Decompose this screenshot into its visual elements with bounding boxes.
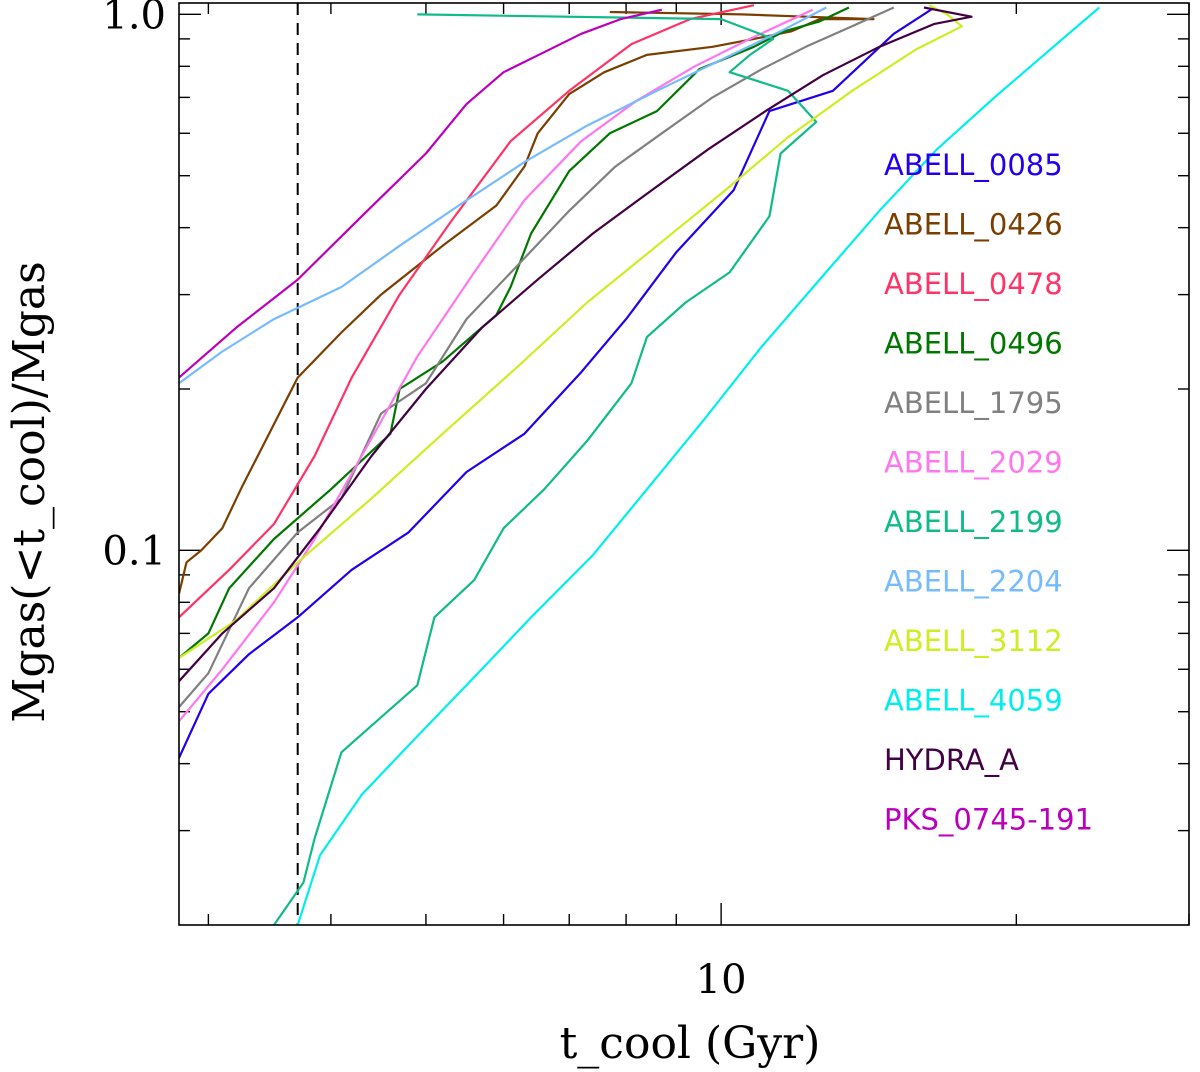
series-line-abell-0426 bbox=[179, 10, 875, 594]
series-line-abell-0478 bbox=[179, 4, 755, 619]
legend-entry-abell-0478: ABELL_0478 bbox=[884, 267, 1063, 301]
legend-entry-abell-2199: ABELL_2199 bbox=[884, 505, 1063, 539]
legend-entry-abell-1795: ABELL_1795 bbox=[884, 386, 1063, 420]
series-line-abell-4059 bbox=[296, 6, 1101, 925]
series-line-abell-2029 bbox=[179, 8, 814, 722]
series-line-abell-2199 bbox=[273, 13, 818, 925]
plot-frame bbox=[178, 2, 1190, 926]
x-tick-label: 10 bbox=[696, 957, 747, 1003]
tick-labels: 10 0.1 1.0 bbox=[102, 0, 746, 1003]
legend-entry-abell-2029: ABELL_2029 bbox=[884, 446, 1063, 480]
series-line-abell-0496 bbox=[179, 6, 850, 659]
series-line-pks-0745-191 bbox=[179, 8, 663, 379]
series-line-abell-0085 bbox=[179, 6, 935, 759]
series-line-hydra-a bbox=[179, 6, 973, 682]
y-tick-label: 1.0 bbox=[102, 0, 166, 38]
legend-entry-abell-4059: ABELL_4059 bbox=[884, 684, 1063, 718]
series-layer bbox=[179, 4, 1101, 925]
y-tick-label: 0.1 bbox=[102, 528, 166, 574]
series-line-abell-1795 bbox=[179, 6, 895, 708]
legend-entry-hydra-a: HYDRA_A bbox=[884, 743, 1019, 777]
legend: ABELL_0085 ABELL_0426 ABELL_0478 ABELL_0496… bbox=[884, 148, 1093, 837]
y-axis-label: Mgas(<t_cool)/Mgas bbox=[4, 261, 55, 722]
legend-entry-abell-0085: ABELL_0085 bbox=[884, 148, 1063, 182]
series-line-abell-3112 bbox=[179, 4, 964, 659]
legend-entry-abell-0496: ABELL_0496 bbox=[884, 327, 1063, 361]
legend-entry-abell-2204: ABELL_2204 bbox=[884, 565, 1063, 599]
legend-entry-abell-0426: ABELL_0426 bbox=[884, 208, 1063, 242]
series-line-abell-2204 bbox=[179, 6, 827, 385]
x-axis-label: t_cool (Gyr) bbox=[560, 1018, 821, 1069]
legend-entry-abell-3112: ABELL_3112 bbox=[884, 624, 1063, 658]
legend-entry-pks-0745-191: PKS_0745-191 bbox=[884, 803, 1093, 837]
